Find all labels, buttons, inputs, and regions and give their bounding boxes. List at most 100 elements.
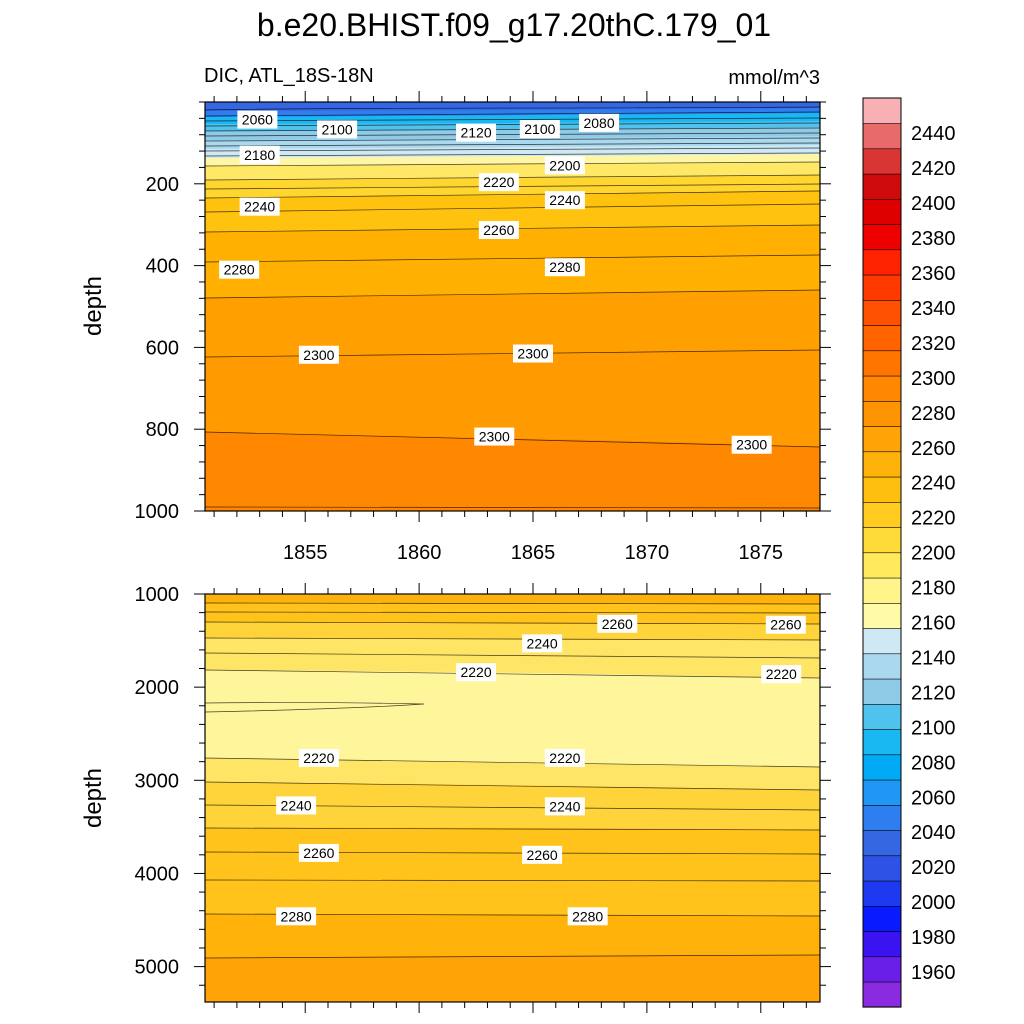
colorbar-label: 2080 [911, 752, 956, 774]
contour-label: 2260 [597, 614, 638, 633]
lower-contour-line [205, 669, 820, 679]
contour-label: 2300 [298, 345, 339, 364]
lower-contour-line [205, 702, 425, 713]
colorbar-label: 1980 [911, 927, 956, 949]
contour-label: 2240 [239, 197, 280, 216]
contour-label: 2240 [276, 796, 317, 815]
lower-contour-labels: 2260 2260 2240 2220 2220 2220 2220 2240 2240 2260… [276, 614, 806, 926]
colorbar-label: 2220 [911, 508, 956, 530]
upper-ticks: 1855 1860 1865 1870 1875 200 400 600 800 1000 [135, 91, 831, 564]
contour-label-text: 2240 [244, 199, 275, 215]
y-tick-label: 1000 [135, 501, 180, 523]
contour-label: 2240 [522, 634, 563, 653]
upper-contour-line [205, 122, 820, 127]
contour-label-text: 2200 [549, 157, 580, 173]
colorbar-label: 2140 [911, 647, 956, 669]
colorbar-swatch [862, 981, 902, 1008]
contour-label-text: 2300 [479, 429, 510, 445]
colorbar-swatch [862, 350, 902, 377]
contour-label: 2280 [219, 260, 260, 279]
x-tick-label: 1860 [397, 542, 442, 564]
contour-label-box [579, 113, 620, 132]
upper-contour-line [205, 152, 820, 157]
contour-label-box [298, 748, 339, 767]
colorbar-swatch [862, 148, 902, 175]
lower-tongue [205, 702, 424, 712]
colorbar-swatch [862, 476, 902, 503]
y-tick-label: 4000 [135, 863, 180, 885]
contour-label: 2260 [765, 615, 806, 634]
contour-label-box [544, 156, 585, 175]
upper-fill [205, 102, 820, 511]
colorbar-swatch [862, 754, 902, 781]
contour-label-box [276, 907, 317, 926]
colorbar-swatch [862, 804, 902, 831]
colorbar-swatch [862, 223, 902, 251]
y-tick-label: 200 [146, 174, 179, 196]
lower-band-2280b [205, 594, 820, 604]
contour-label-text: 2240 [281, 797, 312, 813]
contour-label: 2220 [761, 665, 802, 684]
y-tick-label: 2000 [135, 677, 180, 699]
contour-label-box [276, 796, 317, 815]
contour-label-text: 2120 [460, 125, 491, 141]
upper-contour-line [205, 117, 820, 122]
contour-label-box [597, 614, 638, 633]
colorbar-label: 2180 [911, 578, 956, 600]
x-tick-label: 1855 [283, 542, 328, 564]
colorbar-label: 2160 [911, 613, 956, 635]
contour-label: 2220 [456, 663, 497, 682]
upper-contour-line [205, 137, 820, 142]
colorbar-label: 2420 [911, 158, 956, 180]
upper-y-axis-label: depth [80, 276, 107, 336]
contour-label-text: 2220 [766, 666, 797, 682]
contour-label-box [765, 615, 806, 634]
contour-label-text: 2240 [549, 192, 580, 208]
colorbar-label: 2020 [911, 857, 956, 879]
contour-label-box [544, 797, 585, 816]
lower-contour-line [205, 652, 820, 659]
colorbar-swatch [862, 930, 902, 958]
contour-label: 2180 [239, 145, 280, 164]
colorbar-swatch [862, 678, 902, 705]
units-label: mmol/m^3 [728, 67, 820, 89]
contour-label: 2260 [298, 843, 339, 862]
colorbar: 1960 1980 2000 2020 2040 2060 2080 2100 2120 2140… [862, 97, 956, 1008]
y-tick-label: 600 [146, 337, 179, 359]
lower-y-axis-label: depth [80, 768, 107, 828]
contour-label-text: 2180 [244, 147, 275, 163]
contour-label: 2220 [298, 748, 339, 767]
y-tick-label: 800 [146, 419, 179, 441]
contour-label-text: 2240 [527, 635, 558, 651]
contour-label: 2100 [519, 119, 560, 138]
contour-label-text: 2300 [736, 437, 767, 453]
contour-label: 2240 [544, 191, 585, 210]
colorbar-label: 1960 [911, 962, 956, 984]
contour-label-text: 2280 [281, 908, 312, 924]
upper-contour-line [205, 254, 820, 263]
contour-label-box [298, 345, 339, 364]
contour-label-text: 2260 [770, 617, 801, 633]
contour-label-box [567, 907, 608, 926]
upper-plot-frame [204, 101, 821, 512]
contour-label: 2240 [544, 797, 585, 816]
contour-label: 2260 [478, 221, 519, 240]
colorbar-label: 2120 [911, 682, 956, 704]
x-tick-label: 1870 [625, 542, 670, 564]
lower-plot-frame [204, 593, 821, 1003]
contour-label-box [478, 173, 519, 192]
contour-label-box [519, 119, 560, 138]
contour-label-box [513, 344, 553, 363]
contour-label-text: 2220 [460, 664, 491, 680]
contour-label-text: 2240 [549, 798, 580, 814]
lower-contour-line [205, 851, 820, 855]
contour-label-text: 2280 [572, 908, 603, 924]
contour-label-box [239, 197, 280, 216]
contour-label-box [237, 110, 278, 129]
contour-label-box [544, 258, 585, 277]
contour-label-text: 2080 [583, 115, 614, 131]
contour-label-box [522, 845, 563, 864]
colorbar-swatch [862, 425, 902, 453]
upper-contour-line [205, 147, 820, 152]
